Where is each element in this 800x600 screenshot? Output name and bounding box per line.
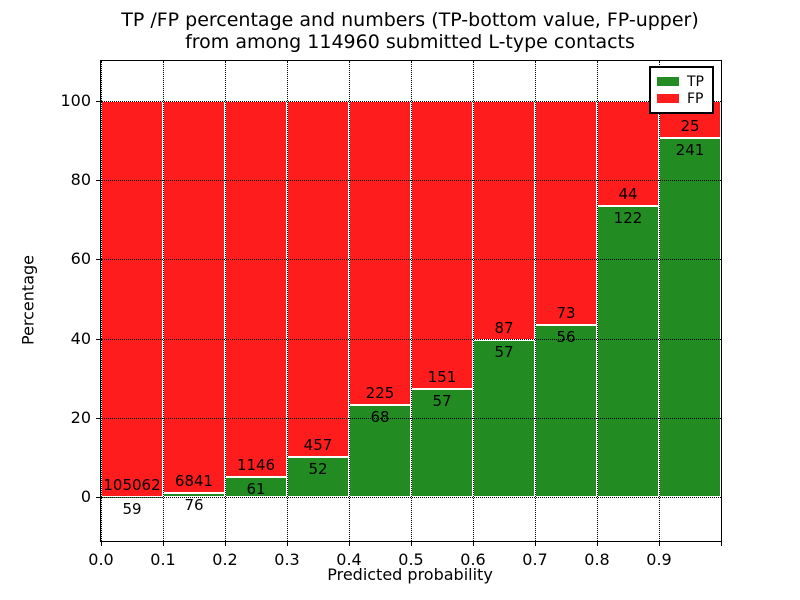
fp-count-label: 105062 xyxy=(103,476,161,495)
x-tick-label: 0.8 xyxy=(584,550,610,569)
y-axis-label: Percentage xyxy=(18,254,38,346)
vertical-gridline xyxy=(225,61,226,541)
fp-bar xyxy=(535,100,597,326)
vertical-gridline xyxy=(473,61,474,541)
x-tick-mark xyxy=(659,542,660,546)
y-tick-mark xyxy=(96,100,100,102)
fp-count-label: 6841 xyxy=(174,472,214,490)
horizontal-gridline xyxy=(101,338,721,340)
vertical-gridline xyxy=(659,61,660,541)
x-tick-mark xyxy=(535,542,536,546)
tp-count-label: 76 xyxy=(184,496,204,514)
fp-color-swatch xyxy=(657,94,679,103)
fp-count-label: 225 xyxy=(365,384,395,403)
x-tick-label: 0.2 xyxy=(212,550,238,569)
horizontal-gridline xyxy=(101,259,721,261)
y-tick-label: 60 xyxy=(70,249,91,269)
vertical-gridline xyxy=(597,61,598,541)
x-tick-label: 0.6 xyxy=(460,550,486,569)
fp-bar xyxy=(411,100,473,389)
tp-count-label: 52 xyxy=(308,459,328,478)
x-tick-mark xyxy=(597,542,598,546)
fp-bar xyxy=(163,100,225,493)
fp-count-label: 457 xyxy=(303,435,333,454)
x-tick-label: 0.5 xyxy=(398,550,424,569)
x-tick-label: 0.1 xyxy=(150,550,176,569)
y-tick-label: 0 xyxy=(80,487,91,507)
horizontal-gridline xyxy=(101,497,721,499)
chart-title-line2: from among 114960 submitted L-type conta… xyxy=(185,31,635,53)
y-tick-label: 80 xyxy=(70,170,91,189)
x-tick-label: 0.4 xyxy=(336,550,362,569)
y-tick-mark xyxy=(96,259,100,261)
y-tick-label: 20 xyxy=(70,408,91,428)
legend-label-fp: FP xyxy=(687,90,704,107)
x-tick-mark xyxy=(721,542,722,546)
x-tick-mark xyxy=(101,542,102,546)
fp-count-label: 44 xyxy=(618,184,638,203)
vertical-gridline xyxy=(411,61,412,541)
fp-count-label: 73 xyxy=(556,304,576,323)
y-tick-label: 40 xyxy=(70,328,91,348)
vertical-gridline xyxy=(721,61,722,541)
horizontal-gridline xyxy=(101,180,721,181)
plot-area: TP FP 105062 59 6841 76 1146 61 457 52 225 68 151 5… xyxy=(60,60,722,569)
vertical-gridline xyxy=(163,61,164,541)
tp-count-label: 122 xyxy=(613,208,643,227)
fp-count-label: 1146 xyxy=(236,456,276,475)
horizontal-gridline xyxy=(101,418,721,420)
chart-title: TP /FP percentage and numbers (TP-bottom… xyxy=(100,9,720,53)
x-tick-mark xyxy=(225,542,226,546)
fp-bar xyxy=(225,100,287,478)
y-tick-label: 100 xyxy=(60,90,91,110)
legend-entry-fp: FP xyxy=(657,90,704,107)
tp-bar xyxy=(659,137,721,498)
fp-count-label: 25 xyxy=(680,116,700,135)
tp-count-label: 68 xyxy=(370,408,390,427)
x-tick-mark xyxy=(287,542,288,546)
tp-count-label: 241 xyxy=(675,140,705,159)
x-tick-label: 0.0 xyxy=(88,550,114,569)
fp-count-label: 151 xyxy=(427,367,457,386)
x-tick-label: 0.7 xyxy=(522,550,548,569)
x-tick-label: 0.9 xyxy=(646,550,672,569)
tp-bar xyxy=(597,205,659,498)
x-tick-label: 0.3 xyxy=(274,550,300,569)
y-tick-mark xyxy=(96,418,100,420)
fp-bar xyxy=(597,100,659,206)
tp-count-label: 61 xyxy=(246,480,266,499)
vertical-gridline xyxy=(349,61,350,541)
y-tick-mark xyxy=(96,180,100,181)
tp-bar xyxy=(411,388,473,498)
tp-bar xyxy=(535,325,597,498)
legend: TP FP xyxy=(649,66,714,114)
fp-bar xyxy=(349,100,411,406)
vertical-gridline xyxy=(101,61,102,541)
legend-entry-tp: TP xyxy=(657,73,704,90)
tp-bar xyxy=(287,456,349,498)
legend-label-tp: TP xyxy=(687,73,704,90)
tp-count-label: 57 xyxy=(432,391,452,410)
fp-bar xyxy=(473,100,535,341)
fp-bar xyxy=(101,100,163,498)
x-tick-mark xyxy=(473,542,474,546)
horizontal-gridline xyxy=(101,100,721,102)
tp-count-label: 57 xyxy=(494,343,514,362)
x-tick-mark xyxy=(163,542,164,546)
tp-count-label: 59 xyxy=(122,500,142,519)
x-tick-mark xyxy=(411,542,412,546)
x-tick-mark xyxy=(349,542,350,546)
y-tick-mark xyxy=(96,338,100,340)
fp-count-label: 87 xyxy=(494,319,514,338)
vertical-gridline xyxy=(535,61,536,541)
tp-color-swatch xyxy=(657,77,679,86)
tp-count-label: 56 xyxy=(556,328,576,347)
x-axis-label: Predicted probability xyxy=(327,565,493,584)
fp-bar xyxy=(287,100,349,457)
y-tick-mark xyxy=(96,497,100,499)
chart-title-line1: TP /FP percentage and numbers (TP-bottom… xyxy=(121,9,699,31)
vertical-gridline xyxy=(287,61,288,541)
